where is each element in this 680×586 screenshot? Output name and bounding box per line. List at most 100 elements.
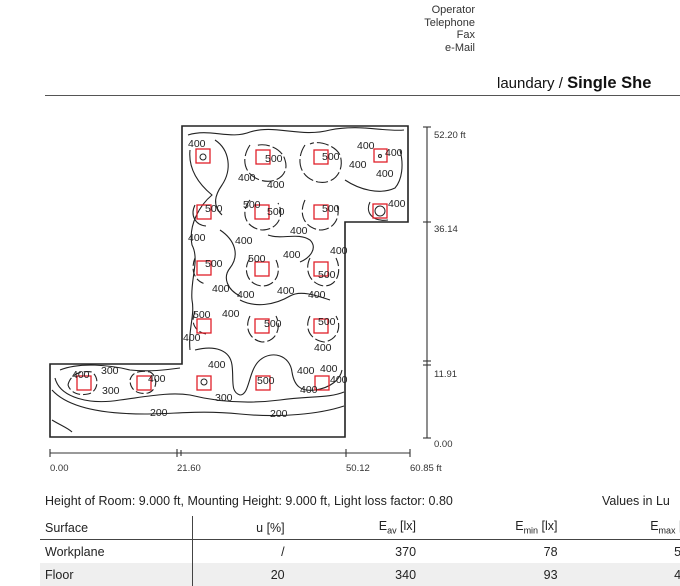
eav-symbol: E (378, 519, 388, 534)
cell-emin: 78 (543, 544, 558, 559)
telephone-label: Telephone (424, 16, 475, 29)
svg-text:400: 400 (357, 140, 375, 152)
table-header-row: Surface u [%] Eav [lx] Emin [lx] Emax [l… (40, 516, 680, 540)
svg-text:500: 500 (205, 258, 223, 270)
y-tick-top: 52.20 ft (434, 130, 466, 141)
header-u-label: u [%] (256, 520, 285, 535)
contact-block: Operator Telephone Fax e-Mail (380, 4, 475, 54)
room-outline (49, 125, 409, 438)
y-tick-bottom: 0.00 (434, 439, 453, 450)
svg-text:500: 500 (322, 151, 340, 163)
svg-text:400: 400 (148, 373, 166, 385)
svg-text:400: 400 (188, 232, 206, 244)
header-eav: Eav [lx] (289, 516, 422, 540)
svg-text:400: 400 (349, 159, 367, 171)
cell-u: 20 (192, 563, 290, 586)
y-tick-2: 36.14 (434, 224, 458, 235)
svg-text:500: 500 (265, 153, 283, 165)
svg-text:400: 400 (237, 289, 255, 301)
y-axis-labels: 52.20 ft 36.14 11.91 0.00 (434, 130, 466, 450)
page-title: laundary / Single She (497, 74, 651, 93)
max-point-markers (199, 153, 386, 386)
header-u: u [%] (192, 516, 290, 540)
header-emin: Emin [lx] (421, 516, 563, 540)
svg-text:400: 400 (314, 342, 332, 354)
svg-text:400: 400 (222, 308, 240, 320)
svg-text:400: 400 (277, 285, 295, 297)
svg-text:300: 300 (215, 392, 233, 404)
x-axis-labels: 0.00 21.60 50.12 60.85 ft (50, 463, 442, 474)
table-row: Workplane / 370 78 575 (40, 539, 680, 563)
svg-text:400: 400 (376, 168, 394, 180)
svg-text:500: 500 (322, 203, 340, 215)
emin-subscript: min (523, 525, 539, 536)
svg-text:500: 500 (205, 203, 223, 215)
eav-unit: [lx] (396, 519, 417, 534)
cell-u: / (281, 544, 285, 559)
svg-text:500: 500 (248, 253, 266, 265)
svg-text:400: 400 (188, 138, 206, 150)
svg-text:400: 400 (330, 374, 348, 386)
svg-text:500: 500 (318, 269, 336, 281)
cell-emax: 459 (562, 563, 680, 586)
calculation-parameters: Height of Room: 9.000 ft, Mounting Heigh… (45, 494, 453, 508)
cell-emin: 93 (421, 563, 563, 586)
x-tick-0: 0.00 (50, 463, 69, 474)
header-surface: Surface (40, 516, 193, 540)
svg-text:200: 200 (150, 407, 168, 419)
svg-text:500: 500 (264, 318, 282, 330)
cell-emax: 575 (674, 544, 680, 559)
x-tick-1: 21.60 (177, 463, 201, 474)
results-table: Surface u [%] Eav [lx] Emin [lx] Emax [l… (40, 516, 680, 586)
svg-text:400: 400 (388, 198, 406, 210)
header-emax: Emax [lx] (562, 516, 680, 540)
svg-text:400: 400 (267, 179, 285, 191)
svg-text:400: 400 (300, 384, 318, 396)
y-axis (423, 126, 431, 439)
emax-unit: [lx] (676, 519, 680, 533)
svg-text:400: 400 (238, 172, 256, 184)
cell-surface: Workplane (40, 539, 193, 563)
fax-label: Fax (456, 29, 475, 41)
emin-unit: [lx] (538, 519, 558, 534)
cell-eav: 370 (395, 544, 417, 559)
svg-text:400: 400 (320, 363, 338, 375)
emin-symbol: E (515, 519, 524, 534)
svg-text:200: 200 (270, 408, 288, 420)
svg-text:400: 400 (72, 369, 90, 381)
units-note: Values in Lu (602, 494, 670, 508)
header-divider (45, 95, 680, 96)
svg-text:400: 400 (385, 147, 403, 159)
svg-text:400: 400 (297, 365, 315, 377)
svg-text:500: 500 (243, 199, 261, 211)
luminaires (76, 148, 388, 391)
svg-text:400: 400 (212, 283, 230, 295)
svg-text:400: 400 (183, 332, 201, 344)
eav-subscript: av (387, 525, 397, 536)
svg-text:500: 500 (318, 316, 336, 328)
emax-subscript: max (658, 525, 676, 536)
operator-label: Operator (431, 4, 475, 16)
svg-text:300: 300 (102, 385, 120, 397)
svg-text:400: 400 (208, 359, 226, 371)
svg-text:500: 500 (267, 206, 285, 218)
svg-text:500: 500 (257, 375, 275, 387)
y-tick-3: 11.91 (434, 369, 457, 380)
project-name: laundary (497, 75, 555, 92)
emax-symbol: E (650, 519, 659, 534)
cell-eav: 340 (289, 563, 422, 586)
table-row: Floor 20 340 93 459 (40, 563, 680, 586)
cell-surface: Floor (40, 563, 193, 586)
svg-text:400: 400 (283, 249, 301, 261)
svg-text:300: 300 (101, 365, 119, 377)
x-tick-2: 50.12 (346, 463, 370, 474)
svg-text:400: 400 (330, 245, 348, 257)
x-axis (49, 449, 411, 457)
x-tick-3: 60.85 ft (410, 463, 442, 474)
svg-text:500: 500 (193, 309, 211, 321)
email-label: e-Mail (445, 41, 475, 54)
sheet-title: Single She (567, 74, 652, 92)
svg-text:400: 400 (308, 289, 326, 301)
title-separator: / (554, 75, 568, 92)
